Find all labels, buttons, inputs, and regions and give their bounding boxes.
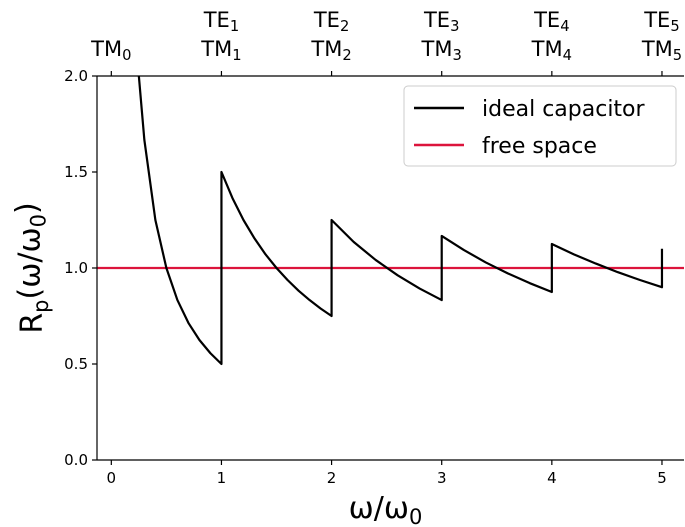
y-tick-label: 0.5 [64,355,88,373]
x-tick-label: 3 [437,469,447,487]
mode-label-TE2: TE2 [313,8,349,35]
mode-label-TM3: TM3 [421,37,462,64]
mode-label-TE3: TE3 [423,8,459,35]
x-axis-title: ω/ω0 [349,491,423,527]
legend-box [403,85,677,167]
x-tick-label: 5 [657,469,667,487]
mode-label-TM1: TM1 [200,37,241,64]
y-tick-label: 2.0 [64,67,88,85]
mode-label-TM4: TM4 [531,37,572,64]
y-tick-label: 1.0 [64,259,88,277]
mode-label-TM2: TM2 [310,37,351,64]
legend-label-ideal-capacitor: ideal capacitor [482,97,646,122]
mode-label-TE1: TE1 [203,8,239,35]
mode-label-TE5: TE5 [643,8,679,35]
mode-label-TM0: TM0 [90,37,131,64]
y-tick-label: 0.0 [64,451,88,469]
legend-label-free-space: free space [482,134,597,159]
x-tick-label: 2 [327,469,337,487]
series-ideal-capacitor [137,76,664,366]
x-tick-label: 0 [107,469,117,487]
x-tick-label: 4 [547,469,557,487]
mode-label-TE4: TE4 [533,8,569,35]
y-axis-title: Rp(ω/ω0) [10,202,53,333]
x-tick-label: 1 [217,469,227,487]
mode-label-TM5: TM5 [641,37,682,64]
y-tick-label: 1.5 [64,163,88,181]
